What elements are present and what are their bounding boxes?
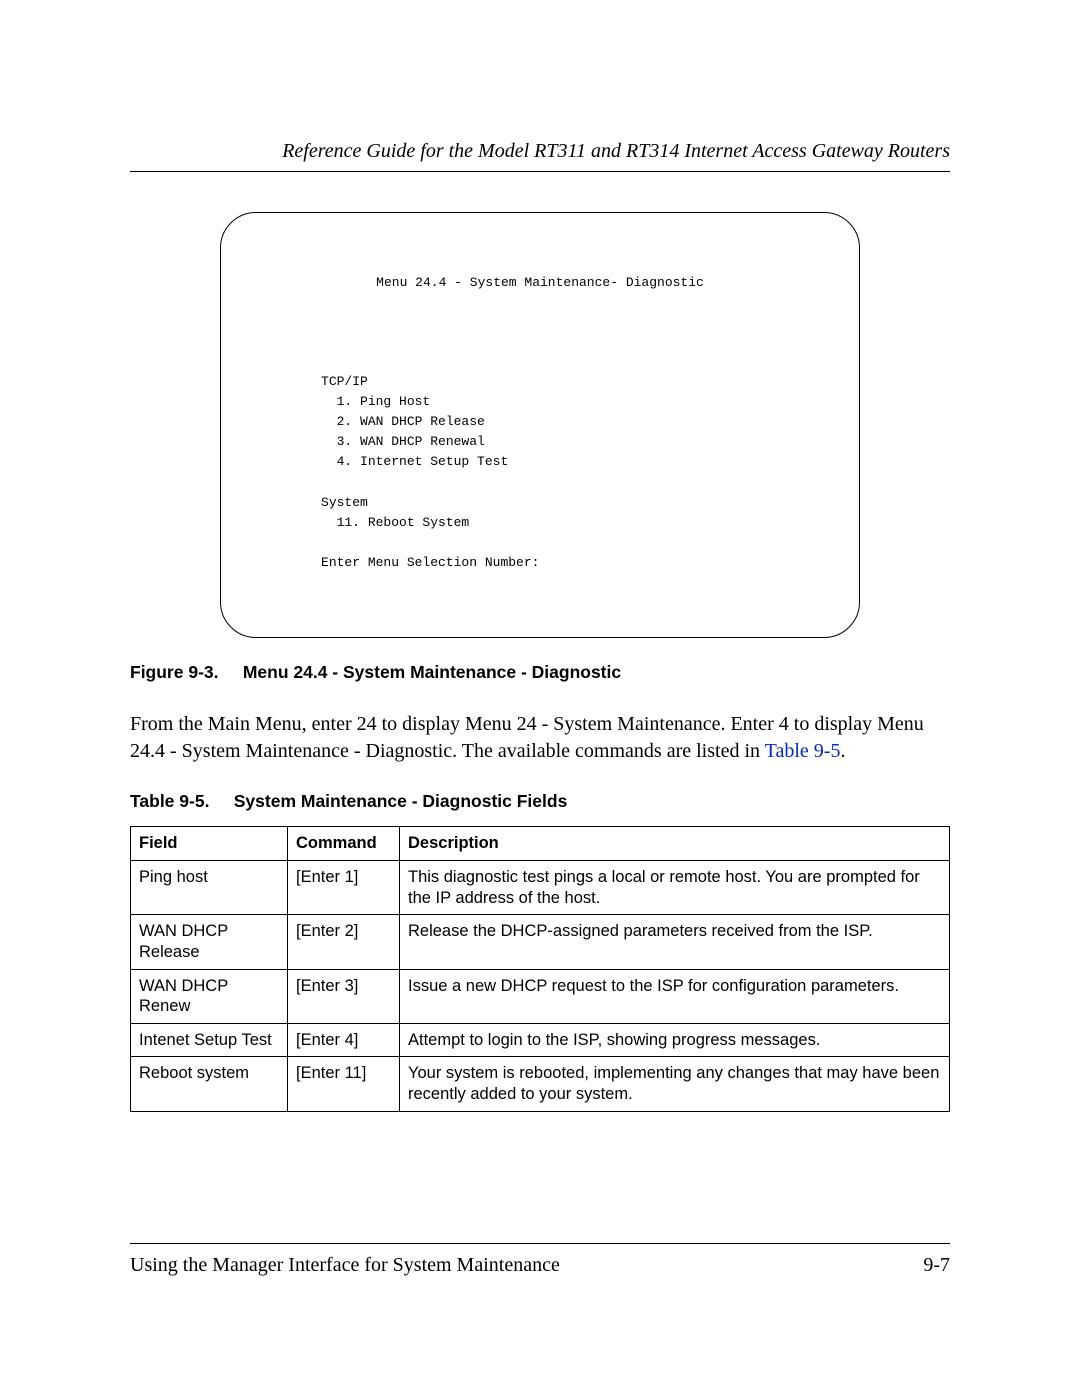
figure-label: Figure 9-3. <box>130 662 219 682</box>
diagnostic-table: Field Command Description Ping host [Ent… <box>130 826 950 1111</box>
cell-command: [Enter 1] <box>288 861 400 915</box>
footer-rule <box>130 1243 950 1244</box>
cell-command: [Enter 2] <box>288 915 400 969</box>
table-row: Intenet Setup Test [Enter 4] Attempt to … <box>131 1023 950 1057</box>
table-reference-link[interactable]: Table 9-5 <box>765 740 841 762</box>
table-row: Reboot system [Enter 11] Your system is … <box>131 1057 950 1111</box>
cell-description: Release the DHCP-assigned parameters rec… <box>400 915 950 969</box>
cell-description: This diagnostic test pings a local or re… <box>400 861 950 915</box>
cell-description: Attempt to login to the ISP, showing pro… <box>400 1023 950 1057</box>
running-header: Reference Guide for the Model RT311 and … <box>130 140 950 163</box>
figure-caption: Figure 9-3. Menu 24.4 - System Maintenan… <box>130 662 950 683</box>
cell-command: [Enter 11] <box>288 1057 400 1111</box>
table-row: Ping host [Enter 1] This diagnostic test… <box>131 861 950 915</box>
page: Reference Guide for the Model RT311 and … <box>0 0 1080 1397</box>
cell-command: [Enter 4] <box>288 1023 400 1057</box>
table-title: System Maintenance - Diagnostic Fields <box>234 791 568 811</box>
footer-page-number: 9-7 <box>923 1254 950 1277</box>
col-header-field: Field <box>131 827 288 861</box>
para-post: . <box>840 740 845 762</box>
table-caption: Table 9-5. System Maintenance - Diagnost… <box>130 791 950 812</box>
terminal-title: Menu 24.4 - System Maintenance- Diagnost… <box>243 273 837 293</box>
table-row: WAN DHCP Release [Enter 2] Release the D… <box>131 915 950 969</box>
cell-field: Reboot system <box>131 1057 288 1111</box>
cell-description: Your system is rebooted, implementing an… <box>400 1057 950 1111</box>
table-label: Table 9-5. <box>130 791 209 811</box>
terminal-body: TCP/IP 1. Ping Host 2. WAN DHCP Release … <box>243 372 837 573</box>
header-rule <box>130 171 950 172</box>
cell-field: WAN DHCP Renew <box>131 969 288 1023</box>
table-row: WAN DHCP Renew [Enter 3] Issue a new DHC… <box>131 969 950 1023</box>
cell-field: Intenet Setup Test <box>131 1023 288 1057</box>
terminal-screen: Menu 24.4 - System Maintenance- Diagnost… <box>220 212 860 638</box>
cell-description: Issue a new DHCP request to the ISP for … <box>400 969 950 1023</box>
col-header-command: Command <box>288 827 400 861</box>
cell-field: Ping host <box>131 861 288 915</box>
footer-section: Using the Manager Interface for System M… <box>130 1254 560 1277</box>
col-header-description: Description <box>400 827 950 861</box>
footer-row: Using the Manager Interface for System M… <box>130 1254 950 1277</box>
page-footer: Using the Manager Interface for System M… <box>130 1243 950 1277</box>
body-paragraph: From the Main Menu, enter 24 to display … <box>130 711 950 765</box>
cell-field: WAN DHCP Release <box>131 915 288 969</box>
cell-command: [Enter 3] <box>288 969 400 1023</box>
table-header-row: Field Command Description <box>131 827 950 861</box>
figure-title: Menu 24.4 - System Maintenance - Diagnos… <box>243 662 621 682</box>
